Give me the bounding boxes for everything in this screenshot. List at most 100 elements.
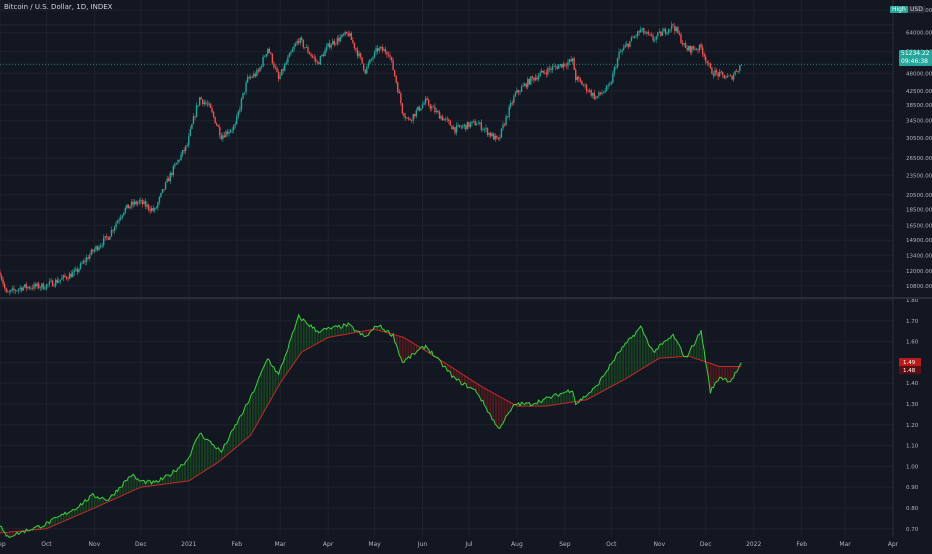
candle-body [301,37,303,41]
candle-body [93,249,96,252]
candle-body [576,76,578,81]
candle-body [384,49,387,53]
candle-body [257,70,260,72]
candle-body [534,77,537,81]
candle-body [474,120,476,126]
candle-body [667,29,670,33]
candle-body [579,78,582,82]
candle-body [595,97,597,99]
candle-body [468,122,470,127]
candle-body [613,67,616,74]
candle-body [437,110,439,112]
osc-y-tick-label: 0.80 [906,506,919,512]
candle-body [30,288,32,289]
candle-body [22,287,24,291]
candle-body [715,70,718,73]
candle-body [739,65,741,71]
candle-body [383,49,385,51]
candle-body [206,103,209,105]
candle-body [530,76,532,85]
candle-body [545,72,548,75]
candle-body [568,59,571,63]
candle-body [451,125,453,130]
candle-body [28,286,31,289]
candle-body [590,90,592,96]
candle-body [558,65,560,69]
x-tick-label: Aug [511,541,523,548]
candle-body [316,61,318,63]
candle-body [336,37,339,44]
candle-body [392,60,394,71]
candle-body [412,113,414,121]
candle-body [398,91,400,94]
candle-body [381,47,383,51]
candle-body [653,39,656,41]
candle-body [291,49,294,52]
candle-body [154,208,156,211]
candle-body [41,283,43,288]
x-tick-label: Feb [231,541,242,548]
candle-body [217,125,219,128]
candle-body [180,154,182,160]
candle-body [573,58,575,70]
candle-body [259,67,261,72]
candle-body [584,84,586,86]
candle-body [619,51,622,53]
osc-y-tick-label: 1.60 [906,340,919,346]
candle-body [276,68,278,73]
x-tick-label: Mar [839,541,851,548]
candle-body [197,105,199,106]
candle-body [505,116,507,126]
candle-body [692,46,695,49]
candle-body [664,28,667,34]
candle-body [479,122,481,124]
candle-body [658,31,661,33]
currency-badge[interactable]: USD [908,6,925,13]
candle-body [293,46,295,50]
candle-body [299,37,301,43]
candle-body [24,284,26,288]
candle-body [364,69,366,74]
candle-body [629,41,631,47]
candle-body [44,289,46,290]
candle-body [157,202,159,208]
candle-body [87,257,89,259]
candle-body [328,43,331,48]
candle-body [559,64,561,66]
candle-body [649,33,651,35]
candle-body [598,92,600,97]
candle-body [714,70,716,76]
candle-body [167,178,170,182]
candle-body [380,47,382,48]
x-tick-label: Oct [606,541,617,548]
candle-body [310,54,312,56]
candle-body [678,33,681,35]
candle-body [616,58,619,68]
candle-body [493,133,495,140]
candle-body [256,70,258,76]
candle-body [363,63,365,70]
candle-body [740,64,743,66]
candle-body [25,284,28,289]
candle-body [243,92,246,94]
x-tick-label: Nov [89,541,101,548]
candle-body [443,119,445,121]
candle-body [39,287,41,289]
candle-body [324,50,326,57]
osc-value-badge [899,358,921,366]
candle-body [214,116,216,124]
candle-body [5,288,7,292]
candle-body [45,284,48,290]
candle-body [115,223,117,228]
x-tick-label: Oct [41,541,52,548]
candle-body [330,44,332,48]
candle-body [124,208,127,213]
candle-body [448,119,450,122]
candle-body [624,45,626,48]
candle-body [265,54,267,57]
candle-body [355,48,357,50]
candle-body [674,25,676,32]
candle-body [732,74,735,80]
candle-body [609,84,611,86]
